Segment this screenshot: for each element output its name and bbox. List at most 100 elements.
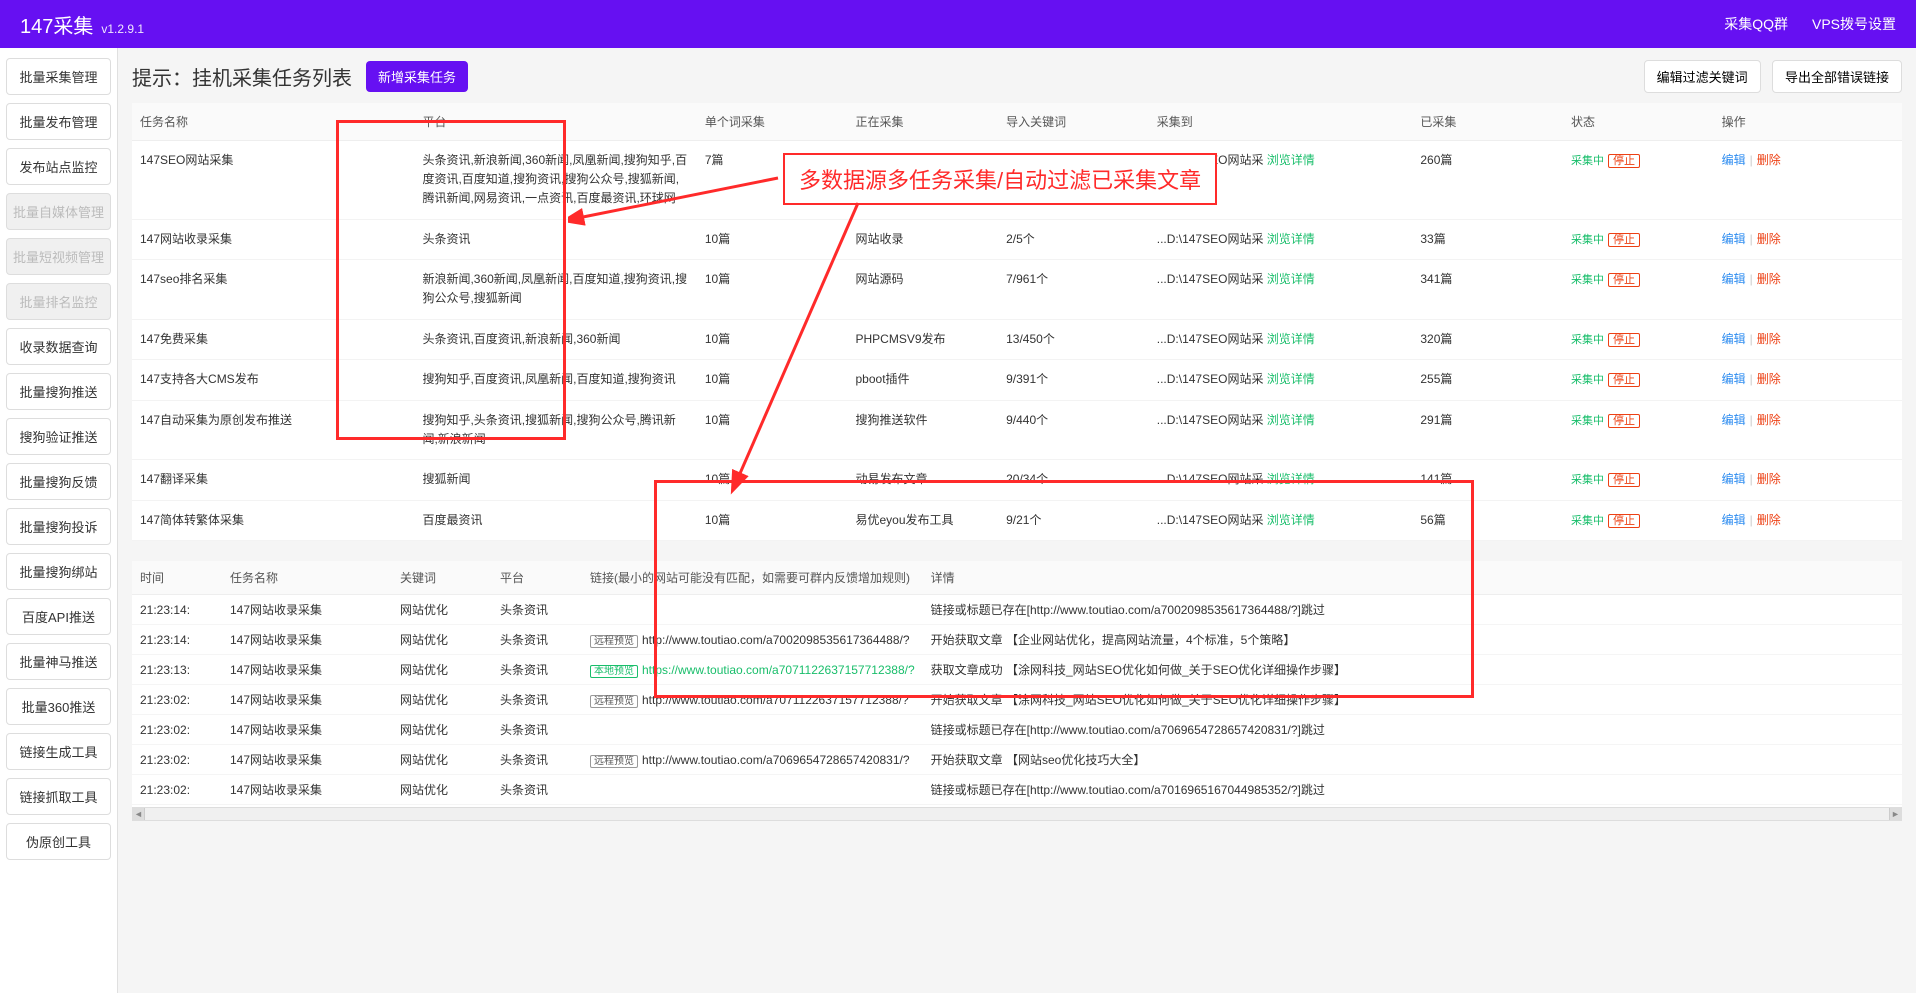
- sidebar-item-0[interactable]: 批量采集管理: [6, 58, 111, 95]
- log-row: 21:23:02:147网站收录采集网站优化头条资讯远程预览http://www…: [132, 745, 1902, 775]
- scroll-right-icon[interactable]: ►: [1889, 808, 1901, 820]
- edit-link[interactable]: 编辑: [1722, 513, 1746, 527]
- task-per: 10篇: [697, 260, 848, 319]
- log-col-2: 关键词: [392, 561, 492, 595]
- view-detail-link[interactable]: 浏览详情: [1267, 372, 1315, 386]
- task-done: 320篇: [1412, 319, 1563, 360]
- scroll-left-icon[interactable]: ◄: [133, 808, 145, 820]
- sidebar-item-13[interactable]: 批量神马推送: [6, 643, 111, 680]
- sidebar-item-17[interactable]: 伪原创工具: [6, 823, 111, 860]
- view-detail-link[interactable]: 浏览详情: [1267, 272, 1315, 286]
- log-row: 21:23:14:147网站收录采集网站优化头条资讯远程预览http://www…: [132, 625, 1902, 655]
- task-kw: 2/5个: [998, 219, 1149, 260]
- log-detail: 链接或标题已存在[http://www.toutiao.com/a7002098…: [923, 595, 1902, 625]
- edit-link[interactable]: 编辑: [1722, 153, 1746, 167]
- delete-link[interactable]: 删除: [1757, 413, 1781, 427]
- log-url: http://www.toutiao.com/a7002098535617364…: [642, 633, 910, 647]
- task-doing: 网站优化: [848, 141, 999, 220]
- task-doing: pboot插件: [848, 360, 999, 401]
- delete-link[interactable]: 删除: [1757, 472, 1781, 486]
- sidebar-item-1[interactable]: 批量发布管理: [6, 103, 111, 140]
- remote-preview-tag[interactable]: 远程预览: [590, 695, 638, 708]
- new-task-button[interactable]: 新增采集任务: [366, 61, 468, 92]
- local-preview-tag[interactable]: 本地预览: [590, 665, 638, 678]
- log-kw: 网站优化: [392, 685, 492, 715]
- log-time: 21:23:02:: [132, 775, 222, 805]
- task-done: 141篇: [1412, 460, 1563, 501]
- edit-link[interactable]: 编辑: [1722, 413, 1746, 427]
- stop-button[interactable]: 停止: [1608, 233, 1640, 247]
- view-detail-link[interactable]: 浏览详情: [1267, 332, 1315, 346]
- task-status: 采集中停止: [1563, 500, 1714, 541]
- task-status: 采集中停止: [1563, 219, 1714, 260]
- log-link: 远程预览http://www.toutiao.com/a707112263715…: [582, 685, 923, 715]
- log-detail: 获取文章成功 【涂网科技_网站SEO优化如何做_关于SEO优化详细操作步骤】: [923, 655, 1902, 685]
- edit-link[interactable]: 编辑: [1722, 472, 1746, 486]
- delete-link[interactable]: 删除: [1757, 332, 1781, 346]
- task-kw: 9/440个: [998, 400, 1149, 459]
- sidebar-item-10[interactable]: 批量搜狗投诉: [6, 508, 111, 545]
- sidebar-item-12[interactable]: 百度API推送: [6, 598, 111, 635]
- export-error-links-button[interactable]: 导出全部错误链接: [1772, 60, 1902, 93]
- sidebar-item-2[interactable]: 发布站点监控: [6, 148, 111, 185]
- main-content: 提示：挂机采集任务列表 新增采集任务 编辑过滤关键词 导出全部错误链接 任务名称…: [118, 48, 1916, 993]
- log-time: 21:23:14:: [132, 625, 222, 655]
- sidebar-item-6[interactable]: 收录数据查询: [6, 328, 111, 365]
- log-time: 21:23:02:: [132, 745, 222, 775]
- task-to: ...D:\147SEO网站采 浏览详情: [1149, 360, 1413, 401]
- stop-button[interactable]: 停止: [1608, 414, 1640, 428]
- task-col-0: 任务名称: [132, 103, 414, 141]
- horizontal-scrollbar[interactable]: ◄ ►: [132, 807, 1902, 821]
- delete-link[interactable]: 删除: [1757, 272, 1781, 286]
- remote-preview-tag[interactable]: 远程预览: [590, 755, 638, 768]
- vps-settings-link[interactable]: VPS拨号设置: [1812, 14, 1896, 34]
- stop-button[interactable]: 停止: [1608, 333, 1640, 347]
- sidebar-item-15[interactable]: 链接生成工具: [6, 733, 111, 770]
- stop-button[interactable]: 停止: [1608, 154, 1640, 168]
- task-to: ...D:\147SEO网站采 浏览详情: [1149, 400, 1413, 459]
- task-done: 341篇: [1412, 260, 1563, 319]
- stop-button[interactable]: 停止: [1608, 514, 1640, 528]
- sidebar-item-14[interactable]: 批量360推送: [6, 688, 111, 725]
- qq-group-link[interactable]: 采集QQ群: [1724, 14, 1788, 34]
- view-detail-link[interactable]: 浏览详情: [1267, 472, 1315, 486]
- edit-link[interactable]: 编辑: [1722, 332, 1746, 346]
- remote-preview-tag[interactable]: 远程预览: [590, 635, 638, 648]
- stop-button[interactable]: 停止: [1608, 373, 1640, 387]
- task-done: 255篇: [1412, 360, 1563, 401]
- log-link: 远程预览http://www.toutiao.com/a706965472865…: [582, 745, 923, 775]
- log-url: https://www.toutiao.com/a707112263715771…: [642, 663, 915, 677]
- sidebar-item-9[interactable]: 批量搜狗反馈: [6, 463, 111, 500]
- task-ops: 编辑|删除: [1714, 500, 1902, 541]
- task-per: 7篇: [697, 141, 848, 220]
- log-task: 147网站收录采集: [222, 655, 392, 685]
- view-detail-link[interactable]: 浏览详情: [1267, 232, 1315, 246]
- edit-link[interactable]: 编辑: [1722, 232, 1746, 246]
- log-time: 21:23:02:: [132, 715, 222, 745]
- view-detail-link[interactable]: 浏览详情: [1267, 513, 1315, 527]
- sidebar-item-7[interactable]: 批量搜狗推送: [6, 373, 111, 410]
- edit-filter-keyword-button[interactable]: 编辑过滤关键词: [1644, 60, 1761, 93]
- stop-button[interactable]: 停止: [1608, 473, 1640, 487]
- topbar: 提示：挂机采集任务列表 新增采集任务 编辑过滤关键词 导出全部错误链接: [132, 60, 1902, 93]
- sidebar-item-8[interactable]: 搜狗验证推送: [6, 418, 111, 455]
- task-done: 291篇: [1412, 400, 1563, 459]
- task-row: 147网站收录采集头条资讯10篇网站收录2/5个...D:\147SEO网站采 …: [132, 219, 1902, 260]
- sidebar-item-16[interactable]: 链接抓取工具: [6, 778, 111, 815]
- task-name: 147SEO网站采集: [132, 141, 414, 220]
- view-detail-link[interactable]: 浏览详情: [1267, 153, 1315, 167]
- task-per: 10篇: [697, 460, 848, 501]
- edit-link[interactable]: 编辑: [1722, 272, 1746, 286]
- task-to: ...D:\147SEO网站采 浏览详情: [1149, 319, 1413, 360]
- delete-link[interactable]: 删除: [1757, 372, 1781, 386]
- stop-button[interactable]: 停止: [1608, 273, 1640, 287]
- delete-link[interactable]: 删除: [1757, 513, 1781, 527]
- view-detail-link[interactable]: 浏览详情: [1267, 413, 1315, 427]
- edit-link[interactable]: 编辑: [1722, 372, 1746, 386]
- task-doing: 动易发布文章: [848, 460, 999, 501]
- delete-link[interactable]: 删除: [1757, 153, 1781, 167]
- task-ops: 编辑|删除: [1714, 219, 1902, 260]
- delete-link[interactable]: 删除: [1757, 232, 1781, 246]
- task-col-3: 正在采集: [848, 103, 999, 141]
- sidebar-item-11[interactable]: 批量搜狗绑站: [6, 553, 111, 590]
